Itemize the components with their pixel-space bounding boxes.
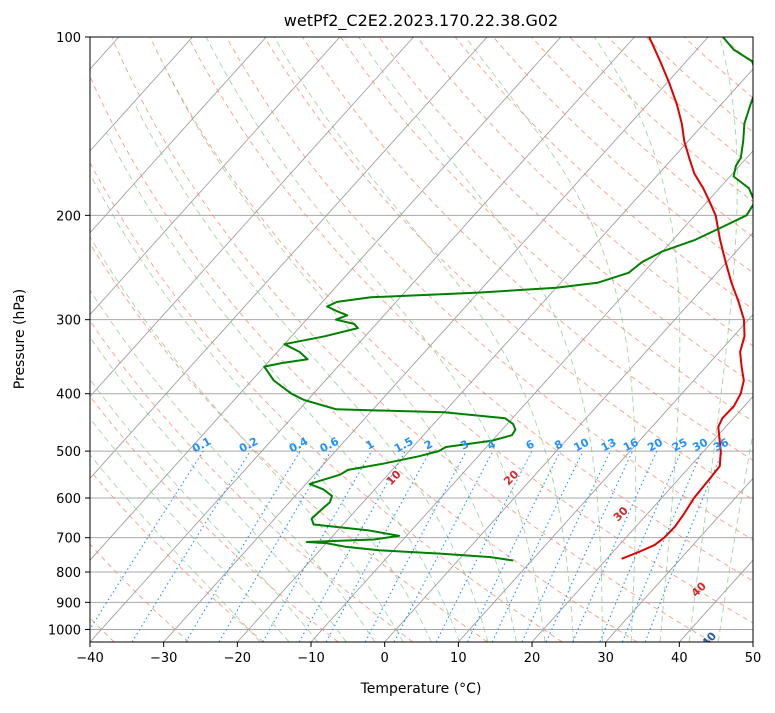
y-tick-label: 200	[56, 209, 81, 224]
x-tick-label: 20	[524, 651, 541, 666]
x-tick-label: −30	[150, 651, 177, 666]
y-tick-label: 900	[56, 596, 81, 611]
x-tick-label: 30	[597, 651, 614, 666]
y-axis-title: Pressure (hPa)	[12, 289, 28, 389]
x-tick-label: 50	[745, 651, 762, 666]
y-tick-label: 400	[56, 388, 81, 403]
x-tick-label: 40	[671, 651, 688, 666]
y-tick-label: 1000	[48, 623, 81, 638]
x-tick-label: −20	[224, 651, 251, 666]
x-axis-title: Temperature (°C)	[360, 681, 482, 697]
x-tick-label: 0	[381, 651, 389, 666]
y-tick-label: 100	[56, 31, 81, 46]
x-tick-label: −40	[76, 651, 103, 666]
y-tick-label: 700	[56, 532, 81, 547]
x-tick-label: −10	[297, 651, 324, 666]
y-tick-label: 500	[56, 445, 81, 460]
chart-title: wetPf2_C2E2.2023.170.22.38.G02	[284, 11, 558, 31]
y-tick-label: 600	[56, 492, 81, 507]
x-tick-label: 10	[450, 651, 467, 666]
y-tick-label: 800	[56, 566, 81, 581]
y-tick-label: 300	[56, 314, 81, 329]
